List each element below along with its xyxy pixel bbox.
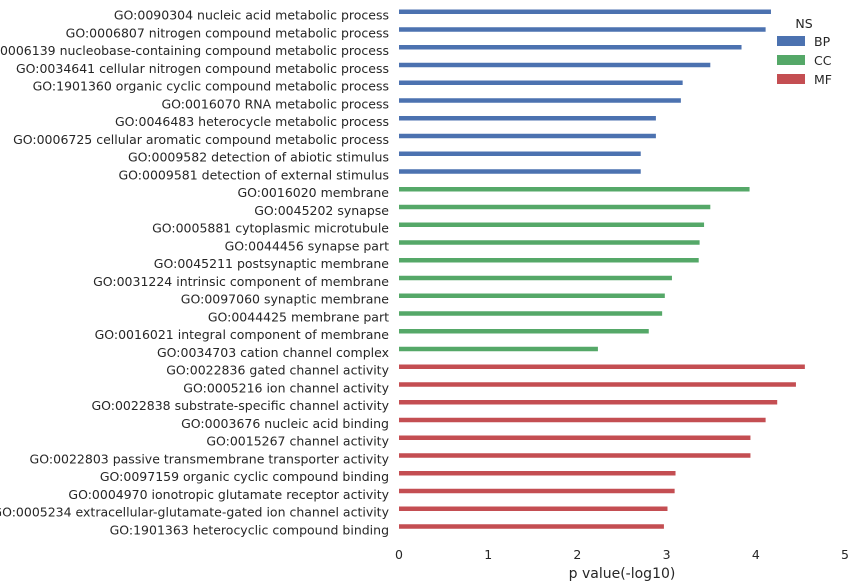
legend-label-mf: MF: [814, 72, 832, 87]
y-tick-label: GO:0044425 membrane part: [208, 309, 389, 324]
y-tick-label: GO:0005216 ion channel activity: [183, 380, 389, 395]
y-tick-label: GO:0046483 heterocycle metabolic process: [115, 114, 389, 129]
bar-mf-1: [399, 382, 796, 387]
bar-cc-9: [399, 346, 598, 352]
y-tick-label: GO:0016020 membrane: [237, 185, 389, 200]
legend-swatch-mf: [777, 74, 805, 84]
y-tick-label: GO:0034703 cation channel complex: [157, 345, 389, 360]
y-tick-label: GO:0045211 postsynaptic membrane: [154, 256, 390, 271]
bar-cc-7: [399, 311, 663, 316]
x-tick-label: 1: [484, 547, 492, 562]
bar-bp-0: [399, 9, 771, 14]
bar-cc-8: [399, 329, 649, 334]
bar-mf-3: [399, 417, 766, 423]
x-tick-label: 5: [841, 547, 849, 562]
bar-mf-9: [399, 524, 664, 529]
legend: NS BP CC MF: [777, 16, 832, 87]
bar-bp-1: [399, 27, 766, 32]
y-tick-label: GO:0097060 synaptic membrane: [181, 292, 390, 307]
bar-cc-0: [399, 187, 750, 192]
y-tick-label: GO:0015267 channel activity: [206, 434, 389, 449]
x-tick-label: 0: [395, 547, 403, 562]
y-tick-label: GO:0016070 RNA metabolic process: [161, 96, 389, 111]
y-tick-label: GO:0009581 detection of external stimulu…: [119, 167, 390, 182]
bar-mf-2: [399, 400, 778, 405]
bar-cc-3: [399, 240, 700, 245]
bar-bp-7: [399, 133, 656, 139]
bar-bp-2: [399, 45, 742, 50]
y-tick-label: GO:1901360 organic cyclic compound metab…: [33, 79, 389, 94]
legend-title: NS: [795, 16, 812, 31]
bar-bp-5: [399, 98, 681, 103]
bar-bp-8: [399, 151, 641, 156]
legend-swatch-cc: [777, 55, 805, 65]
bar-mf-0: [399, 364, 805, 369]
bar-mf-7: [399, 488, 675, 494]
bar-cc-6: [399, 293, 665, 298]
y-tick-labels: GO:0090304 nucleic acid metabolic proces…: [0, 8, 390, 538]
y-tick-label: GO:1901363 heterocyclic compound binding: [110, 522, 389, 537]
bar-mf-6: [399, 471, 676, 476]
bar-cc-2: [399, 222, 705, 227]
y-tick-label: GO:0006139 nucleobase-containing compoun…: [0, 43, 389, 58]
bar-bp-9: [399, 169, 641, 174]
y-tick-label: GO:0003676 nucleic acid binding: [181, 416, 389, 431]
bar-cc-5: [399, 275, 672, 281]
y-tick-label: GO:0006807 nitrogen compound metabolic p…: [66, 25, 389, 40]
y-tick-label: GO:0005881 cytoplasmic microtubule: [152, 221, 389, 236]
bar-bp-3: [399, 62, 711, 68]
y-tick-label: GO:0090304 nucleic acid metabolic proces…: [114, 8, 389, 23]
y-tick-label: GO:0004970 ionotropic glutamate receptor…: [68, 487, 389, 502]
x-tick-label: 3: [663, 547, 671, 562]
bar-mf-4: [399, 435, 751, 440]
bar-bp-6: [399, 116, 656, 121]
y-tick-label: GO:0022836 gated channel activity: [166, 363, 389, 378]
bar-cc-1: [399, 204, 711, 210]
legend-label-bp: BP: [814, 34, 831, 49]
x-tick-labels: 0 1 2 3 4 5: [395, 547, 849, 562]
y-tick-label: GO:0045202 synapse: [254, 203, 389, 218]
y-tick-label: GO:0009582 detection of abiotic stimulus: [128, 150, 389, 165]
legend-swatch-bp: [777, 36, 805, 46]
bar-cc-4: [399, 258, 699, 263]
legend-label-cc: CC: [814, 53, 832, 68]
x-tick-label: 2: [573, 547, 581, 562]
y-tick-label: GO:0034641 cellular nitrogen compound me…: [16, 61, 389, 76]
bars-group: [399, 9, 805, 529]
y-tick-label: GO:0031224 intrinsic component of membra…: [93, 274, 389, 289]
x-tick-label: 4: [752, 547, 760, 562]
y-tick-label: GO:0044456 synapse part: [225, 238, 389, 253]
bar-mf-5: [399, 453, 751, 458]
y-tick-label: GO:0006725 cellular aromatic compound me…: [13, 132, 389, 147]
y-tick-label: GO:0022838 substrate-specific channel ac…: [91, 398, 389, 413]
bar-mf-8: [399, 506, 668, 511]
y-tick-label: GO:0005234 extracellular-glutamate-gated…: [0, 505, 390, 520]
y-tick-label: GO:0016021 integral component of membran…: [95, 327, 390, 342]
y-tick-label: GO:0097159 organic cyclic compound bindi…: [100, 469, 389, 484]
y-tick-label: GO:0022803 passive transmembrane transpo…: [30, 451, 390, 466]
bar-bp-4: [399, 80, 683, 85]
x-axis-label: p value(-log10): [569, 566, 676, 582]
